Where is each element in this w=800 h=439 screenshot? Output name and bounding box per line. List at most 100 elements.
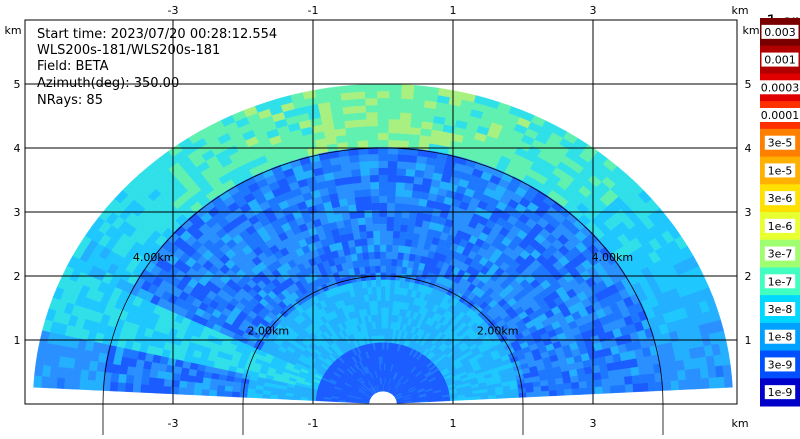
range-ring-label: 2.00km (248, 325, 290, 338)
info-panel: Start time: 2023/07/20 00:28:12.554 WLS2… (37, 27, 277, 108)
data-cell (413, 176, 424, 185)
data-cell (323, 398, 332, 402)
data-cell (396, 153, 408, 163)
data-cell (412, 91, 426, 101)
data-cell (373, 244, 381, 253)
data-cell (377, 153, 389, 162)
data-cell (117, 382, 126, 392)
y-tick-label-left: 4 (14, 142, 21, 155)
data-cell (35, 352, 46, 366)
data-cell (387, 153, 398, 162)
data-cell (344, 126, 357, 136)
data-cell (415, 155, 428, 165)
data-cell (254, 389, 264, 395)
data-cell (339, 85, 353, 94)
data-cell (376, 300, 382, 308)
data-cell (384, 286, 391, 294)
data-cell (577, 373, 587, 382)
data-cell (378, 195, 388, 203)
data-cell (395, 174, 406, 183)
data-cell (386, 223, 394, 232)
data-cell (594, 386, 604, 395)
data-cell (409, 126, 422, 136)
data-cell (661, 371, 672, 382)
data-cell (380, 300, 386, 308)
data-cell (411, 105, 425, 115)
data-cell (223, 390, 233, 398)
data-cell (380, 307, 386, 315)
data-cell (216, 384, 226, 392)
data-cell (393, 209, 403, 218)
data-cell (570, 381, 580, 389)
data-cell (33, 375, 43, 388)
data-cell (386, 202, 396, 211)
data-cell (394, 202, 403, 211)
data-cell (141, 368, 151, 378)
data-cell (379, 230, 387, 238)
data-cell (387, 307, 393, 316)
data-cell (722, 364, 732, 377)
data-cell (398, 238, 406, 247)
data-cell (369, 181, 380, 190)
data-cell (390, 258, 398, 267)
range-ring-label: 2.00km (477, 325, 519, 338)
data-cell (361, 244, 369, 254)
colorbar-label-bg (764, 191, 796, 206)
data-cell (359, 160, 370, 169)
data-cell (361, 188, 372, 197)
data-cell (403, 189, 413, 198)
data-cell (378, 209, 388, 217)
colorbar-label: 1e-5 (768, 164, 793, 177)
data-cell (387, 160, 398, 169)
colorbar-label-bg (758, 108, 800, 122)
data-cell (49, 365, 59, 378)
data-cell (132, 383, 142, 393)
data-cell (645, 364, 655, 375)
data-cell (343, 119, 357, 129)
data-cell (349, 217, 359, 227)
data-cell (396, 160, 407, 169)
data-cell (350, 168, 361, 177)
data-cell (361, 181, 371, 190)
data-cell (352, 91, 366, 100)
data-cell (111, 364, 121, 375)
data-cell (377, 118, 389, 127)
data-cell (216, 390, 225, 397)
data-cell (397, 244, 405, 254)
colorbar-label-bg (764, 246, 796, 261)
x-tick-label-top: 3 (590, 4, 597, 17)
data-cell (394, 195, 404, 204)
data-cell (326, 86, 341, 96)
data-cell (341, 98, 355, 108)
data-cell (355, 203, 365, 212)
colorbar-label-bg (758, 80, 800, 95)
data-cell (178, 380, 188, 389)
data-cell (386, 188, 396, 197)
data-cell (384, 328, 388, 336)
data-cell (399, 119, 412, 128)
data-cell (384, 300, 390, 308)
data-cell (340, 91, 354, 101)
range-rings: 2.00km 2.00km 4.00km 4.00km (102, 147, 664, 439)
data-cell (723, 375, 733, 388)
data-cell (224, 385, 233, 393)
data-cell (379, 251, 387, 259)
data-cell (624, 383, 634, 393)
data-cell (365, 223, 374, 232)
data-cell (677, 369, 687, 381)
y-tick-label-left: 1 (14, 334, 21, 347)
data-cell (117, 373, 127, 384)
data-cell (179, 373, 189, 382)
data-cell (186, 381, 196, 389)
data-cell (608, 377, 618, 386)
field-text: Field: BETA (37, 59, 109, 74)
data-cell (355, 126, 368, 135)
data-cell (392, 223, 401, 232)
y-tick-label-right: 2 (745, 270, 752, 283)
data-cell (193, 382, 203, 390)
data-cell (384, 307, 389, 315)
data-cell (376, 104, 390, 113)
data-cell (377, 314, 382, 322)
data-cell (366, 125, 378, 134)
range-ring-label: 4.00km (133, 251, 175, 264)
